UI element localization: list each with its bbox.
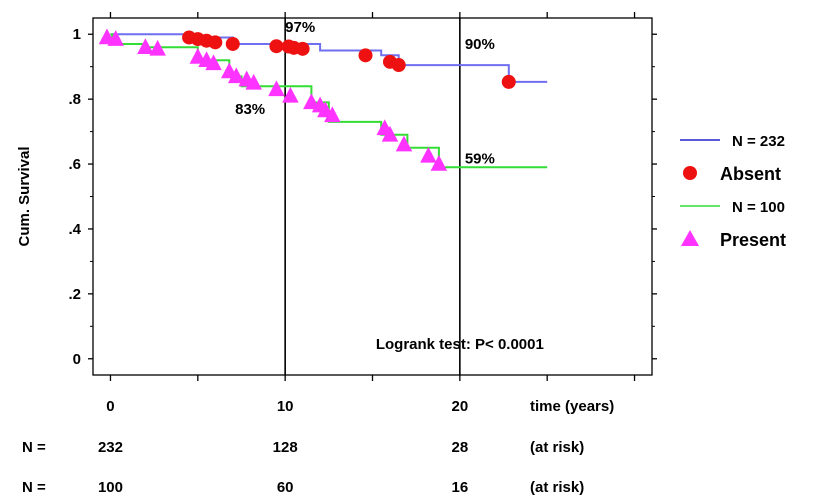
censor-point-circle-11 (391, 58, 406, 73)
legend-label-0: N = 232 (732, 133, 785, 150)
at-risk-count-1-1: 60 (277, 479, 294, 496)
annotation-1: 90% (465, 36, 495, 53)
y-tick-label-0: 1 (73, 26, 81, 43)
annotation-3: 59% (465, 150, 495, 167)
legend-circle-icon (683, 166, 697, 180)
censor-point-triangle-16 (324, 106, 341, 123)
censor-point-triangle-3 (149, 39, 166, 56)
at-risk-suffix-1: (at risk) (530, 479, 584, 496)
at-risk-count-1-2: 16 (452, 479, 469, 496)
annotation-4: Logrank test: P< 0.0001 (376, 336, 544, 353)
x-tick-label-2: 20 (452, 398, 469, 415)
series-layer (98, 28, 548, 171)
censor-point-triangle-18 (381, 125, 399, 142)
x-axis-label: time (years) (530, 398, 614, 415)
at-risk-count-1-0: 100 (98, 479, 123, 496)
annotation-2: 83% (235, 101, 265, 118)
censor-point-circle-5 (269, 39, 284, 54)
annotation-0: 97% (285, 19, 315, 36)
y-tick-label-4: .2 (68, 286, 81, 303)
legend-triangle-icon (681, 230, 699, 246)
censor-point-circle-8 (295, 41, 310, 56)
censor-point-triangle-2 (137, 38, 154, 54)
y-tick-label-5: 0 (73, 351, 81, 368)
x-tick-label-0: 0 (106, 398, 114, 415)
survival-line-1 (110, 33, 548, 169)
legend-label-1: Absent (720, 164, 781, 184)
censor-point-triangle-19 (395, 135, 413, 152)
censor-point-triangle-8 (227, 67, 245, 84)
y-tick-label-3: .4 (68, 221, 81, 238)
at-risk-count-0-2: 28 (452, 439, 469, 456)
series-1 (98, 28, 548, 171)
at-risk-suffix-0: (at risk) (530, 439, 584, 456)
legend-label-2: N = 100 (732, 199, 785, 216)
annotations: 97% 90% 83% 59% Logrank test: P< 0.0001 (235, 19, 544, 353)
censor-point-circle-3 (208, 35, 223, 50)
at-risk-row-label-1: N = (22, 479, 46, 496)
censor-point-circle-9 (358, 48, 373, 63)
censor-point-circle-4 (225, 36, 240, 51)
at-risk-table: N = 232 128 28 (at risk) N = 100 60 16 (at risk) (22, 439, 584, 496)
censor-point-triangle-21 (430, 155, 448, 171)
at-risk-row-label-0: N = (22, 439, 46, 456)
censor-point-triangle-13 (303, 93, 320, 110)
y-tick-label-2: .6 (68, 156, 81, 173)
censor-point-triangle-4 (189, 47, 207, 64)
censor-point-triangle-11 (268, 80, 285, 97)
censor-point-triangle-20 (420, 146, 437, 163)
at-risk-count-0-0: 232 (98, 439, 123, 456)
legend: N = 232 Absent N = 100 Present (680, 133, 786, 250)
y-tick-label-1: .8 (68, 91, 81, 108)
censor-point-triangle-12 (282, 86, 299, 103)
at-risk-count-0-1: 128 (273, 439, 298, 456)
censor-point-triangle-1 (107, 30, 124, 46)
reference-lines (284, 18, 461, 375)
plot-frame (92, 17, 653, 376)
censor-point-circle-12 (501, 74, 516, 89)
series-0 (110, 30, 548, 89)
x-tick-label-1: 10 (277, 398, 294, 415)
y-axis-label: Cum. Survival (16, 146, 33, 246)
legend-label-3: Present (720, 230, 786, 250)
censor-point-triangle-10 (245, 73, 262, 90)
axes: 1 .8 .6 .4 .2 0 0 10 20 time (years) Cum. Survival (16, 12, 657, 415)
censor-point-triangle-6 (205, 54, 222, 71)
